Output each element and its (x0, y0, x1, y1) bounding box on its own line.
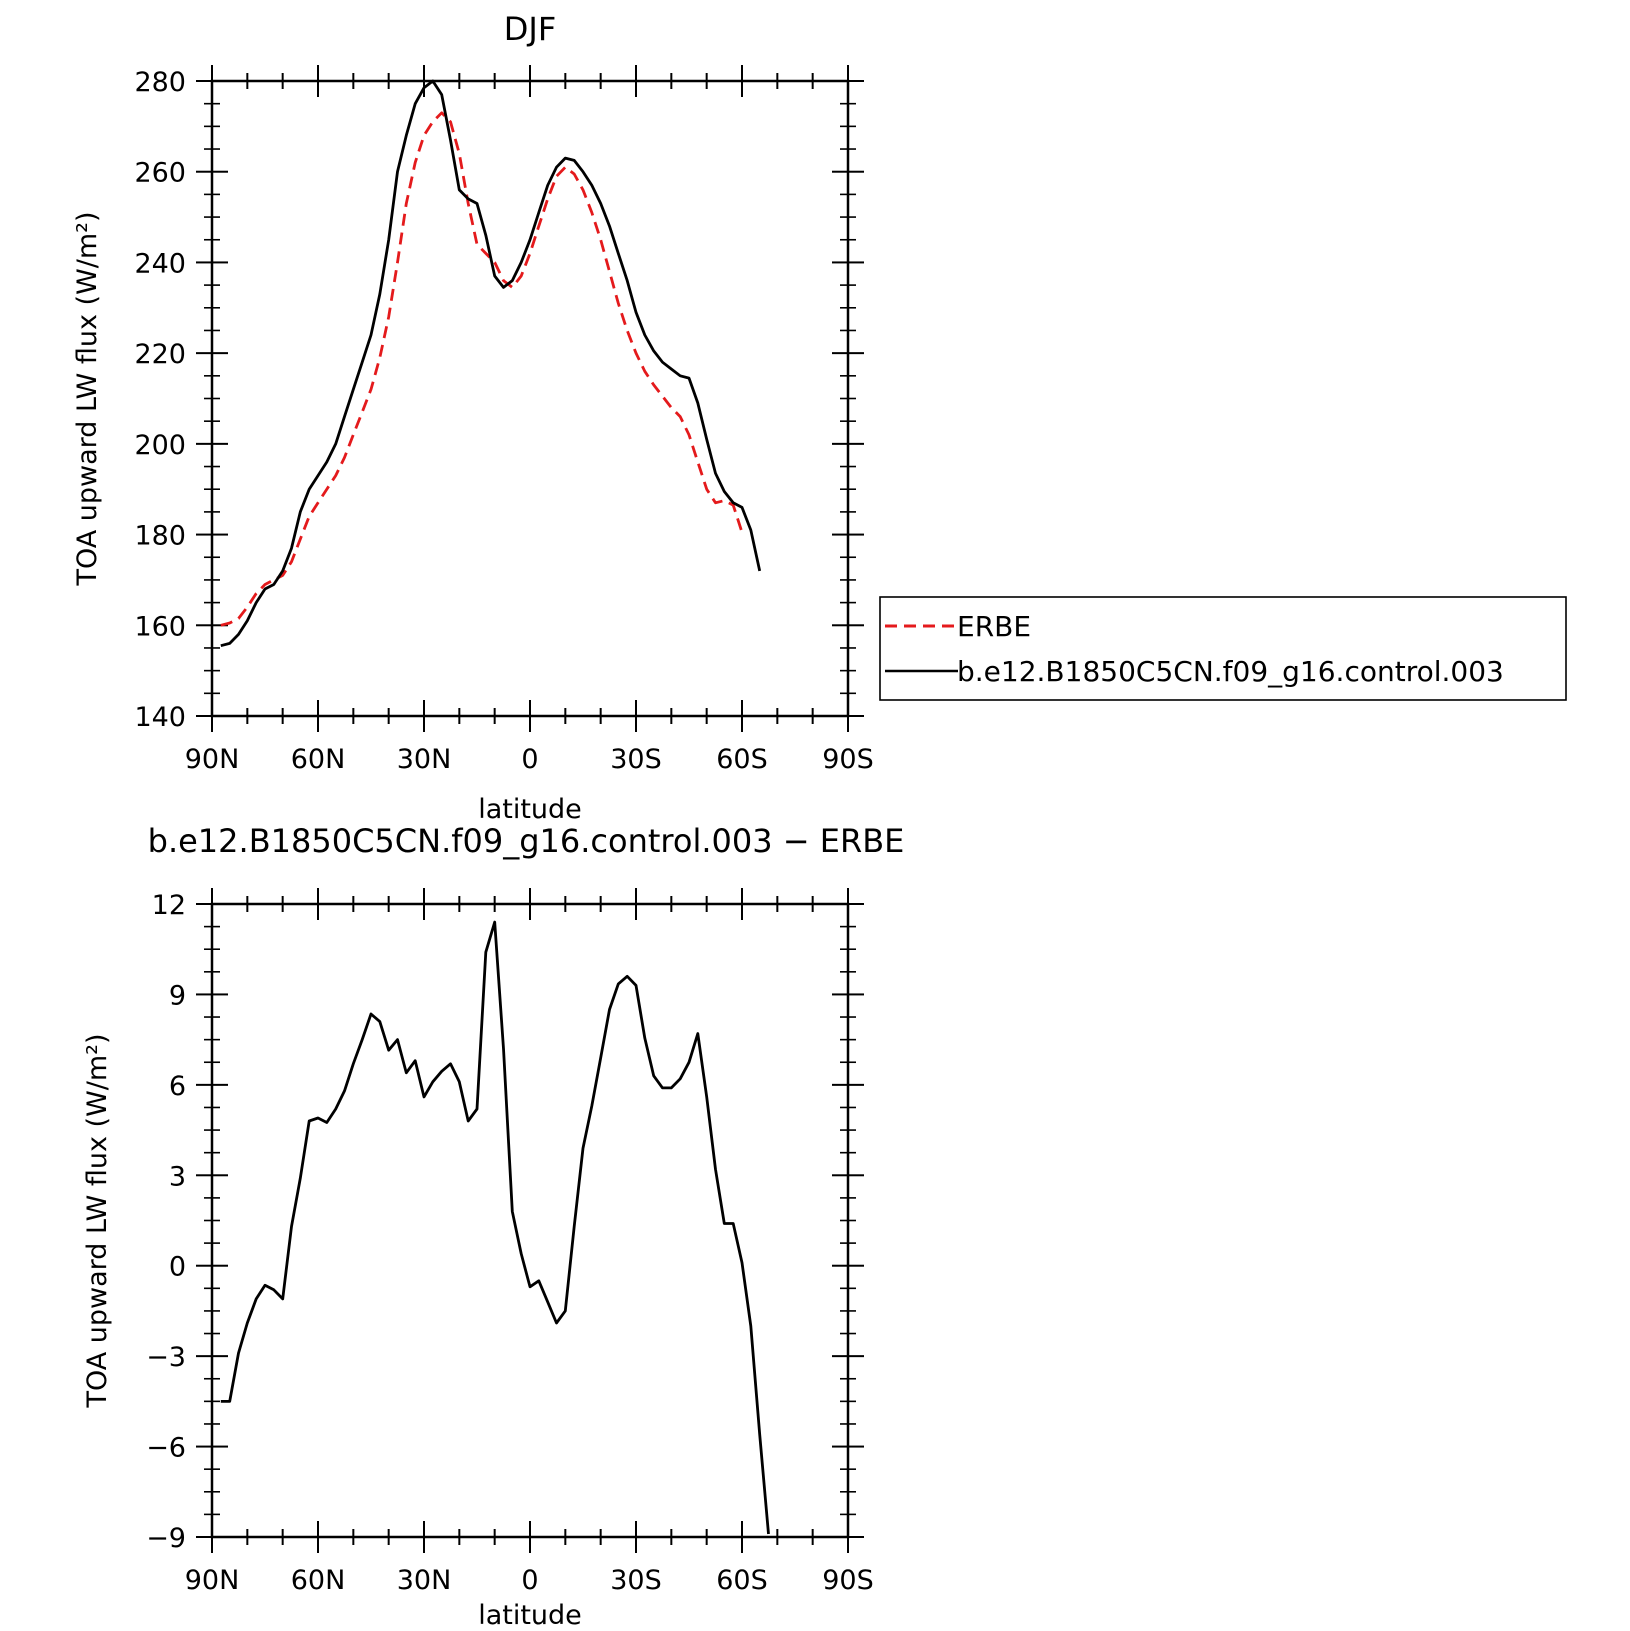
bottom-y-tick-label: 6 (169, 1071, 186, 1102)
top-y-tick-label: 220 (134, 339, 186, 370)
bottom-x-tick-label: 30N (397, 1565, 452, 1596)
bottom-y-tick-label: −9 (146, 1523, 186, 1554)
bottom-x-tick-label: 60N (291, 1565, 346, 1596)
legend-model-label: b.e12.B1850C5CN.f09_g16.control.003 (957, 655, 1504, 688)
bottom-y-tick-label: 3 (169, 1161, 186, 1192)
bottom-chart-title: b.e12.B1850C5CN.f09_g16.control.003 − ER… (148, 822, 905, 860)
bottom-y-tick-label: 12 (152, 890, 186, 921)
bottom-series-lines (220, 920, 770, 1535)
bottom-y-tick-label: −6 (146, 1433, 186, 1464)
bottom-y-tick-label: −3 (146, 1342, 186, 1373)
top-series-line-0 (220, 111, 744, 627)
bottom-x-tick-label: 30S (610, 1565, 662, 1596)
top-y-axis-label: TOA upward LW flux (W/m²) (72, 211, 103, 586)
bottom-x-tick-label: 90S (822, 1565, 874, 1596)
bottom-series-line-0 (220, 920, 770, 1535)
top-y-tick-label: 140 (134, 702, 186, 733)
top-x-tick-label: 30S (610, 744, 662, 775)
bottom-x-tick-label: 0 (521, 1565, 538, 1596)
top-x-tick-label: 0 (521, 744, 538, 775)
top-panel-chart: DJF latitude TOA upward LW flux (W/m²) 9… (72, 10, 874, 825)
top-y-tick-label: 260 (134, 158, 186, 189)
top-x-tick-label: 90N (185, 744, 240, 775)
bottom-y-tick-label: 0 (169, 1252, 186, 1283)
top-series-line-1 (220, 79, 762, 648)
bottom-x-tick-label: 90N (185, 1565, 240, 1596)
legend: ERBE b.e12.B1850C5CN.f09_g16.control.003 (879, 596, 1567, 701)
legend-box (879, 596, 1567, 701)
bottom-y-tick-label: 9 (169, 980, 186, 1011)
top-x-tick-label: 90S (822, 744, 874, 775)
top-x-tick-label: 60S (716, 744, 768, 775)
top-y-tick-label: 280 (134, 67, 186, 98)
top-x-axis-label: latitude (478, 794, 582, 825)
top-chart-title: DJF (504, 10, 556, 48)
bottom-axis-ticks: 90N 60N 30N 0 30S 60S 90S −9 −6 −3 0 3 6 9 12 (146, 888, 874, 1596)
bottom-x-axis-label: latitude (478, 1600, 582, 1631)
bottom-y-axis-label: TOA upward LW flux (W/m²) (82, 1033, 113, 1408)
top-y-tick-label: 160 (134, 611, 186, 642)
top-x-tick-label: 60N (291, 744, 346, 775)
top-plot-frame (210, 79, 850, 718)
top-y-tick-label: 180 (134, 521, 186, 552)
bottom-panel-chart: b.e12.B1850C5CN.f09_g16.control.003 − ER… (82, 822, 904, 1631)
top-y-tick-label: 200 (134, 430, 186, 461)
top-axis-ticks: 90N 60N 30N 0 30S 60S 90S 140 160 180 200 220 240 260… (134, 65, 874, 775)
top-y-tick-label: 240 (134, 248, 186, 279)
bottom-plot-frame (210, 902, 850, 1539)
bottom-x-tick-label: 60S (716, 1565, 768, 1596)
legend-erbe-label: ERBE (957, 610, 1031, 643)
top-x-tick-label: 30N (397, 744, 452, 775)
top-series-lines (220, 79, 762, 648)
